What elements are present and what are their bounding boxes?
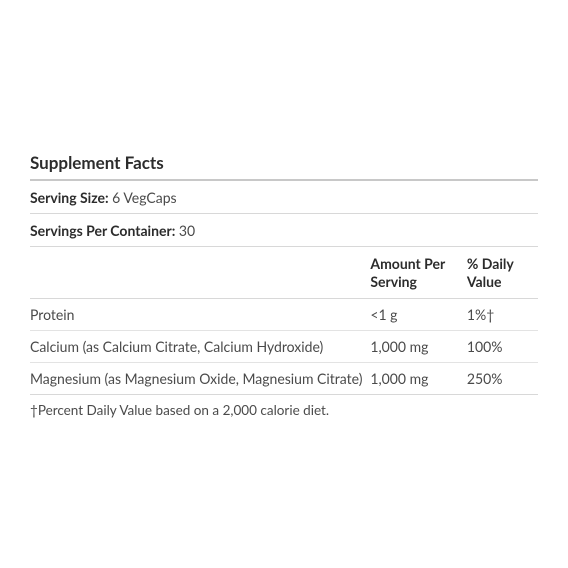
nutrient-name: Magnesium (as Magnesium Oxide, Magnesium… [30,363,370,395]
nutrient-amount: 1,000 mg [370,363,467,395]
serving-size-value: 6 VegCaps [109,189,177,206]
nutrient-amount: 1,000 mg [370,331,467,363]
servings-per-container-label: Servings Per Container: [30,222,175,239]
column-header-amount: Amount Per Serving [370,247,467,299]
nutrient-dv: 1%† [467,299,538,331]
table-row: Magnesium (as Magnesium Oxide, Magnesium… [30,363,538,395]
serving-size-row: Serving Size: 6 VegCaps [30,181,538,214]
table-row: Calcium (as Calcium Citrate, Calcium Hyd… [30,331,538,363]
nutrient-dv: 100% [467,331,538,363]
nutrient-amount: <1 g [370,299,467,331]
serving-size-label: Serving Size: [30,189,109,206]
column-header-dv: % Daily Value [467,247,538,299]
servings-per-container-row: Servings Per Container: 30 [30,214,538,247]
nutrition-table: Amount Per Serving % Daily Value Protein… [30,247,538,395]
nutrient-name: Protein [30,299,370,331]
table-row: Protein <1 g 1%† [30,299,538,331]
nutrient-dv: 250% [467,363,538,395]
column-header-name [30,247,370,299]
table-header-row: Amount Per Serving % Daily Value [30,247,538,299]
nutrient-name: Calcium (as Calcium Citrate, Calcium Hyd… [30,331,370,363]
supplement-facts-panel: Supplement Facts Serving Size: 6 VegCaps… [30,152,538,418]
footnote: †Percent Daily Value based on a 2,000 ca… [30,395,538,418]
servings-per-container-value: 30 [175,222,195,239]
panel-title: Supplement Facts [30,152,538,181]
